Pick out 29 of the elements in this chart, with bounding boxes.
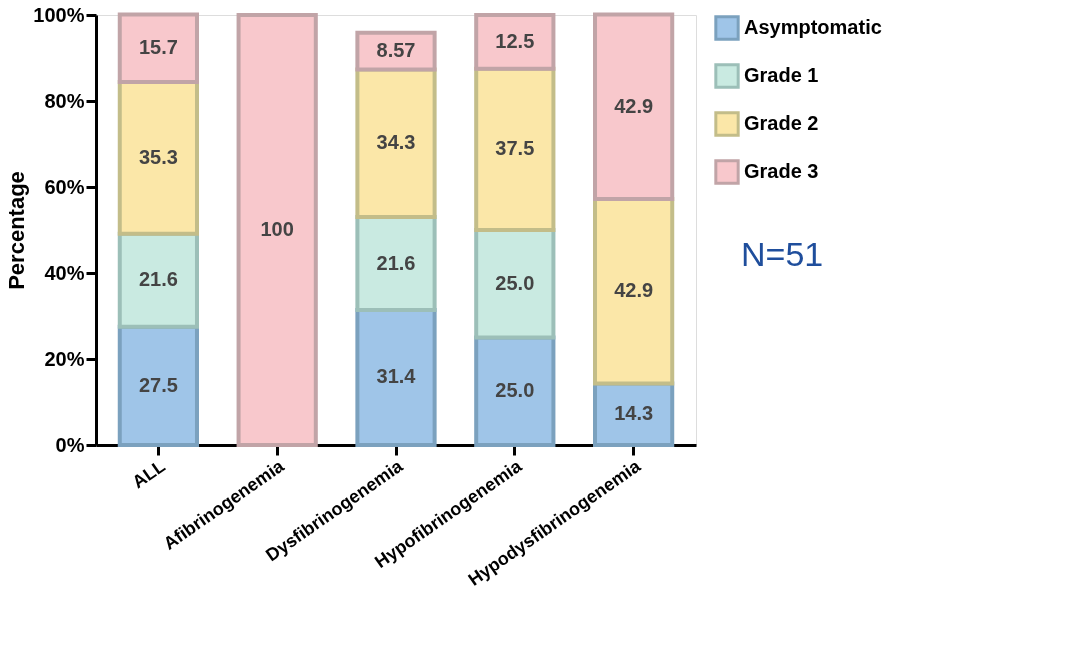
legend-label: Grade 1: [744, 64, 819, 86]
data-label: 21.6: [138, 268, 178, 291]
y-tick-label: 20%: [44, 347, 85, 370]
data-label: 35.3: [138, 145, 178, 168]
data-label: 21.6: [376, 251, 416, 274]
data-label: 31.4: [376, 365, 417, 388]
y-tick-label: 0%: [55, 433, 85, 456]
data-label: 15.7: [138, 36, 178, 59]
y-axis-title: Percentage: [4, 171, 30, 290]
data-label: 14.3: [614, 402, 654, 425]
data-label: 27.5: [138, 373, 178, 396]
data-label: 25.0: [495, 379, 535, 402]
data-label: 42.9: [614, 279, 654, 302]
data-label: 12.5: [495, 29, 535, 52]
text: N=51: [741, 234, 824, 273]
y-tick-label: 80%: [44, 89, 85, 112]
y-tick-label: 40%: [44, 261, 85, 284]
legend-label: Asymptomatic: [744, 16, 882, 38]
data-label: 100: [260, 218, 294, 240]
legend-label: Grade 3: [744, 160, 819, 182]
data-label: 42.9: [614, 94, 654, 117]
data-label: 37.5: [495, 137, 535, 160]
y-tick-label: 100%: [33, 3, 85, 26]
legend-label: Grade 2: [744, 112, 819, 134]
data-label: 25.0: [495, 271, 535, 294]
y-tick-label: 60%: [44, 175, 85, 198]
data-label: 8.57: [376, 39, 416, 62]
x-tick-label: ALL: [128, 455, 169, 493]
data-label: 34.3: [376, 131, 416, 154]
